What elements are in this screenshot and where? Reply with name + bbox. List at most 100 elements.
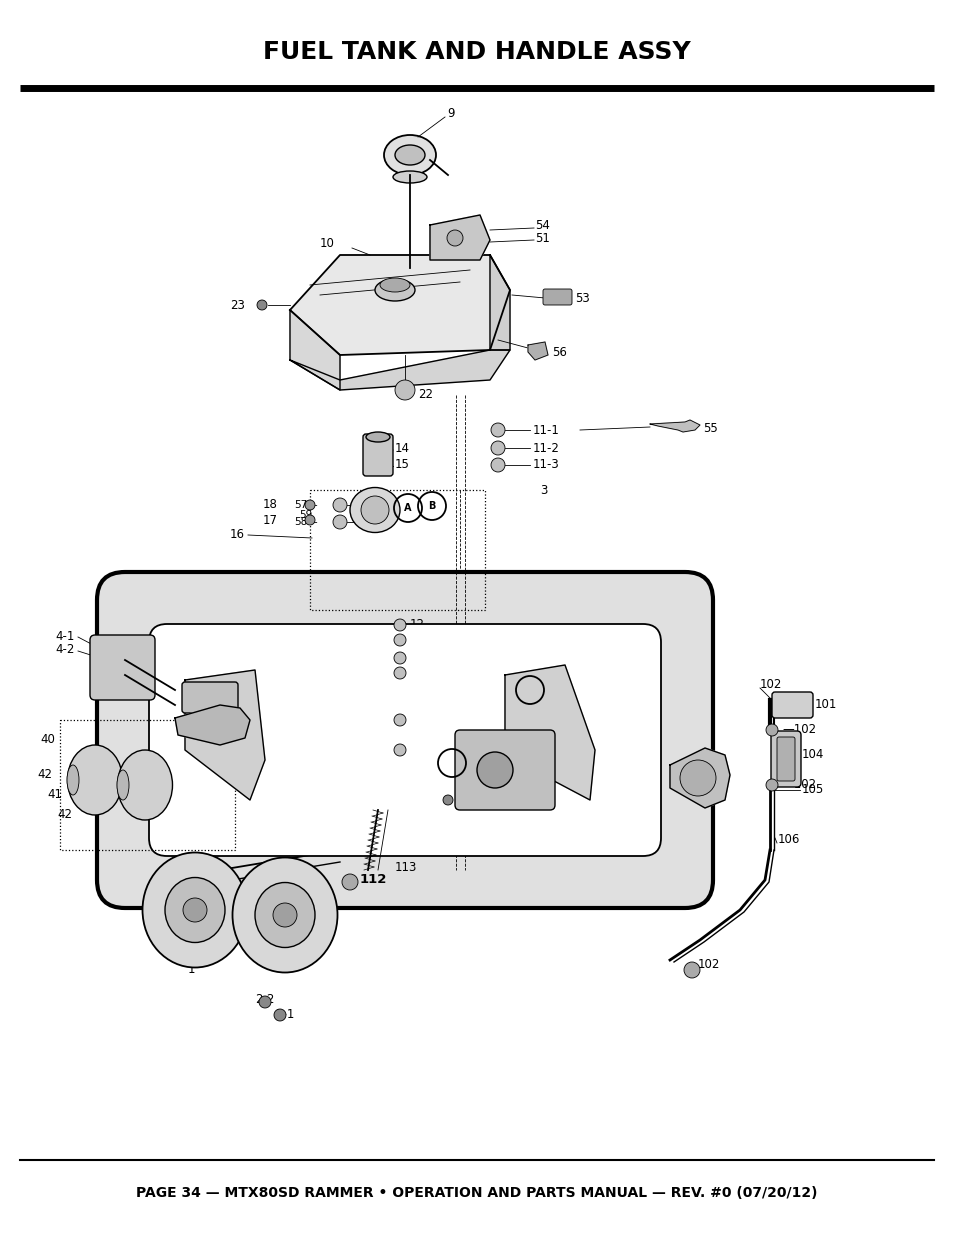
Circle shape xyxy=(273,903,296,927)
FancyBboxPatch shape xyxy=(149,624,660,856)
Text: 18: 18 xyxy=(263,499,277,511)
Text: 102: 102 xyxy=(760,678,781,692)
Text: B: B xyxy=(526,685,533,695)
Text: —102: —102 xyxy=(781,724,815,736)
FancyBboxPatch shape xyxy=(542,289,572,305)
Circle shape xyxy=(765,779,778,790)
Bar xyxy=(60,720,234,850)
Ellipse shape xyxy=(117,769,129,800)
Polygon shape xyxy=(430,215,490,261)
Ellipse shape xyxy=(350,488,399,532)
Text: 12: 12 xyxy=(410,652,424,664)
Text: 59: 59 xyxy=(298,510,312,520)
Text: 53: 53 xyxy=(575,291,589,305)
FancyBboxPatch shape xyxy=(776,737,794,781)
Ellipse shape xyxy=(142,852,247,967)
Text: 113: 113 xyxy=(395,862,416,874)
Text: —102: —102 xyxy=(781,778,815,792)
Text: A: A xyxy=(404,503,412,513)
Text: 111: 111 xyxy=(547,682,570,694)
Polygon shape xyxy=(174,705,250,745)
Circle shape xyxy=(394,714,406,726)
Text: 13: 13 xyxy=(410,714,424,726)
Circle shape xyxy=(256,300,267,310)
Circle shape xyxy=(395,380,415,400)
FancyBboxPatch shape xyxy=(771,692,812,718)
Text: 23: 23 xyxy=(230,299,245,311)
Ellipse shape xyxy=(379,278,410,291)
Ellipse shape xyxy=(393,170,427,183)
Ellipse shape xyxy=(68,745,122,815)
Circle shape xyxy=(394,743,406,756)
Text: 15: 15 xyxy=(395,458,410,472)
Text: 11: 11 xyxy=(410,634,424,646)
Text: 11-2: 11-2 xyxy=(533,441,559,454)
Circle shape xyxy=(183,898,207,923)
FancyBboxPatch shape xyxy=(182,682,237,713)
Circle shape xyxy=(679,760,716,797)
Text: 56: 56 xyxy=(552,346,566,358)
Circle shape xyxy=(491,424,504,437)
Circle shape xyxy=(305,500,314,510)
Text: 4-2: 4-2 xyxy=(377,772,397,784)
Text: 41: 41 xyxy=(47,788,62,802)
Text: 11-1: 11-1 xyxy=(533,424,559,436)
Text: 106: 106 xyxy=(778,834,800,846)
Text: 20: 20 xyxy=(455,794,470,806)
FancyBboxPatch shape xyxy=(455,730,555,810)
Text: 43: 43 xyxy=(254,743,270,757)
Text: 51: 51 xyxy=(535,231,549,245)
FancyBboxPatch shape xyxy=(97,572,712,908)
Ellipse shape xyxy=(375,279,415,301)
Circle shape xyxy=(394,619,406,631)
Polygon shape xyxy=(669,748,729,808)
Text: 55: 55 xyxy=(702,421,717,435)
Text: 54: 54 xyxy=(535,219,549,231)
Text: 112: 112 xyxy=(544,668,569,682)
Text: 43: 43 xyxy=(257,714,273,726)
Text: 1: 1 xyxy=(188,963,195,977)
Circle shape xyxy=(333,498,347,513)
Text: 40: 40 xyxy=(40,734,55,746)
FancyBboxPatch shape xyxy=(90,635,154,700)
Text: 6: 6 xyxy=(214,677,222,689)
Text: 4-2: 4-2 xyxy=(55,643,75,657)
Polygon shape xyxy=(290,254,510,354)
Text: FUEL TANK AND HANDLE ASSY: FUEL TANK AND HANDLE ASSY xyxy=(263,40,690,64)
Text: 4-1: 4-1 xyxy=(392,787,411,799)
Circle shape xyxy=(442,795,453,805)
Polygon shape xyxy=(504,664,595,800)
Text: 5: 5 xyxy=(240,692,247,704)
Circle shape xyxy=(333,515,347,529)
Text: 7: 7 xyxy=(214,662,222,674)
Text: 102: 102 xyxy=(698,958,720,972)
Ellipse shape xyxy=(384,135,436,175)
Text: 20: 20 xyxy=(461,741,476,755)
Polygon shape xyxy=(185,671,265,800)
Polygon shape xyxy=(490,254,510,350)
Text: 112: 112 xyxy=(359,873,387,887)
Text: 5: 5 xyxy=(218,700,224,710)
Text: 17: 17 xyxy=(263,514,277,526)
Text: —102: —102 xyxy=(774,709,808,721)
Circle shape xyxy=(491,441,504,454)
Ellipse shape xyxy=(360,496,389,524)
Ellipse shape xyxy=(67,764,79,795)
Text: A: A xyxy=(448,758,456,768)
Ellipse shape xyxy=(165,878,225,942)
Circle shape xyxy=(476,752,513,788)
Circle shape xyxy=(394,634,406,646)
Ellipse shape xyxy=(233,857,337,972)
Text: 16: 16 xyxy=(230,529,245,541)
Text: 11: 11 xyxy=(410,743,424,757)
Polygon shape xyxy=(290,350,510,390)
Circle shape xyxy=(491,458,504,472)
Circle shape xyxy=(683,962,700,978)
Text: 2-2: 2-2 xyxy=(254,993,274,1007)
Ellipse shape xyxy=(117,750,172,820)
Text: 3: 3 xyxy=(539,483,547,496)
Circle shape xyxy=(765,724,778,736)
Ellipse shape xyxy=(395,144,424,165)
Text: 104: 104 xyxy=(801,748,823,762)
FancyBboxPatch shape xyxy=(363,433,393,475)
